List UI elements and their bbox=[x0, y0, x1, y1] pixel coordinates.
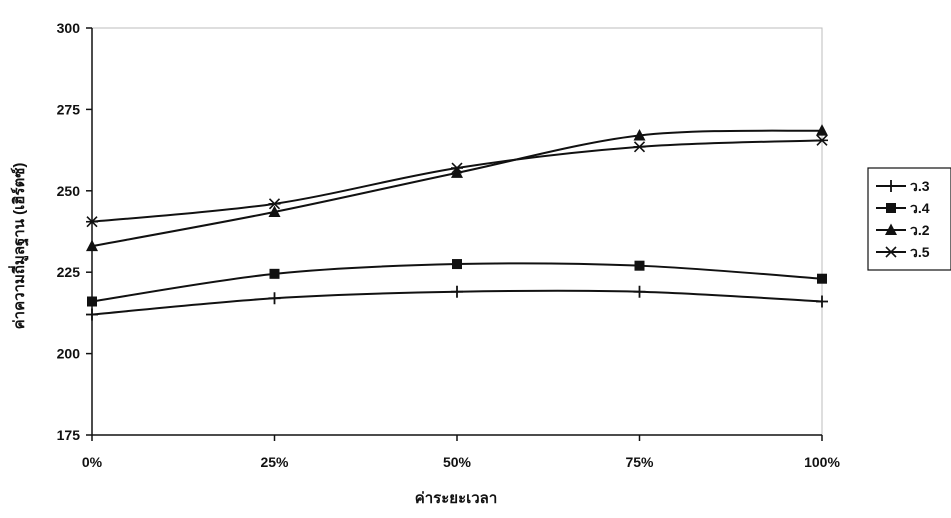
legend-label: ว.2 bbox=[910, 222, 930, 238]
legend-marker bbox=[885, 246, 897, 258]
plot-area bbox=[91, 27, 823, 436]
legend-entry: ว.5 bbox=[876, 244, 930, 260]
data-point bbox=[633, 141, 646, 153]
legend-entry: ว.2 bbox=[876, 222, 930, 238]
data-point bbox=[86, 308, 98, 321]
data-point bbox=[268, 198, 281, 210]
data-point bbox=[633, 285, 646, 298]
data-point bbox=[451, 285, 463, 298]
data-point bbox=[87, 296, 97, 307]
y-tick-label: 250 bbox=[57, 183, 81, 199]
data-point bbox=[816, 295, 828, 308]
y-tick-label: 225 bbox=[57, 264, 81, 280]
x-tick-label: 100% bbox=[804, 454, 840, 470]
data-point bbox=[269, 268, 280, 279]
x-axis-label: ค่าระยะเวลา bbox=[415, 490, 498, 507]
y-tick-label: 300 bbox=[57, 20, 81, 36]
x-tick-label: 0% bbox=[82, 454, 103, 470]
legend-label: ว.5 bbox=[910, 244, 930, 260]
legend-marker bbox=[886, 203, 896, 213]
x-tick-label: 50% bbox=[443, 454, 472, 470]
y-tick-label: 275 bbox=[57, 101, 81, 117]
series-4 bbox=[86, 134, 828, 228]
data-point bbox=[816, 124, 828, 136]
data-point bbox=[268, 205, 281, 217]
legend: ว.3 ว.4 ว.2 ว.5 bbox=[867, 167, 951, 271]
series-1 bbox=[86, 285, 828, 321]
legend-marker bbox=[885, 180, 897, 192]
y-tick-label: 200 bbox=[57, 346, 81, 362]
data-point bbox=[633, 128, 646, 141]
data-point bbox=[86, 216, 98, 228]
legend-label: ว.4 bbox=[910, 200, 930, 216]
data-point bbox=[451, 166, 463, 178]
data-point bbox=[816, 134, 828, 146]
series-2 bbox=[87, 259, 827, 307]
series-layer bbox=[86, 124, 828, 321]
legend-entry: ว.3 bbox=[876, 178, 930, 194]
legend-entry: ว.4 bbox=[876, 200, 930, 216]
data-point bbox=[268, 292, 281, 305]
data-point bbox=[86, 239, 98, 252]
x-tick-label: 25% bbox=[260, 454, 289, 470]
legend-label: ว.3 bbox=[910, 178, 930, 194]
data-point bbox=[452, 259, 462, 270]
data-point bbox=[817, 273, 827, 284]
data-point bbox=[634, 260, 645, 271]
y-tick-label: 175 bbox=[57, 427, 81, 443]
legend-marker bbox=[885, 223, 897, 235]
x-tick-label: 75% bbox=[625, 454, 654, 470]
y-axis-label: ค่าความถี่มูลฐาน (เฮิร์ตซ์) bbox=[8, 163, 29, 330]
series-3 bbox=[86, 124, 828, 252]
data-point bbox=[451, 162, 463, 174]
axes: 175 200 225 250 275 300 0% 25% 50% 75% 100% bbox=[57, 20, 841, 470]
